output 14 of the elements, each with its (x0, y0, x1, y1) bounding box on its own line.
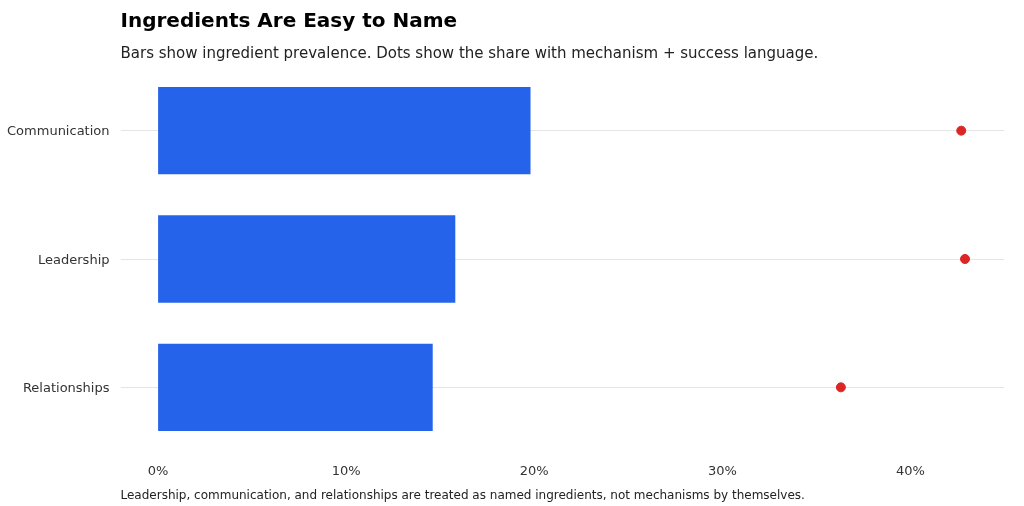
y-tick-label: Leadership (38, 251, 110, 267)
bar (158, 343, 433, 431)
y-tick-label: Relationships (22, 379, 110, 395)
x-tick-label: 20% (519, 462, 549, 478)
bar (158, 215, 456, 303)
y-tick-label: Communication (7, 123, 110, 139)
x-tick-label: 10% (331, 462, 361, 478)
x-tick-label: 40% (896, 462, 925, 478)
chart-subtitle: Bars show ingredient prevalence. Dots show the share with mechanism + success language. (120, 43, 819, 62)
x-tick-label: 0% (147, 462, 169, 478)
bar (158, 87, 531, 175)
text: Leadership, communication, and relationships are treated as named ingredients, not mechanisms by themselves. (120, 487, 805, 502)
chart-title: Ingredients Are Easy to Name (120, 7, 458, 32)
x-tick-label: 30% (707, 462, 737, 478)
